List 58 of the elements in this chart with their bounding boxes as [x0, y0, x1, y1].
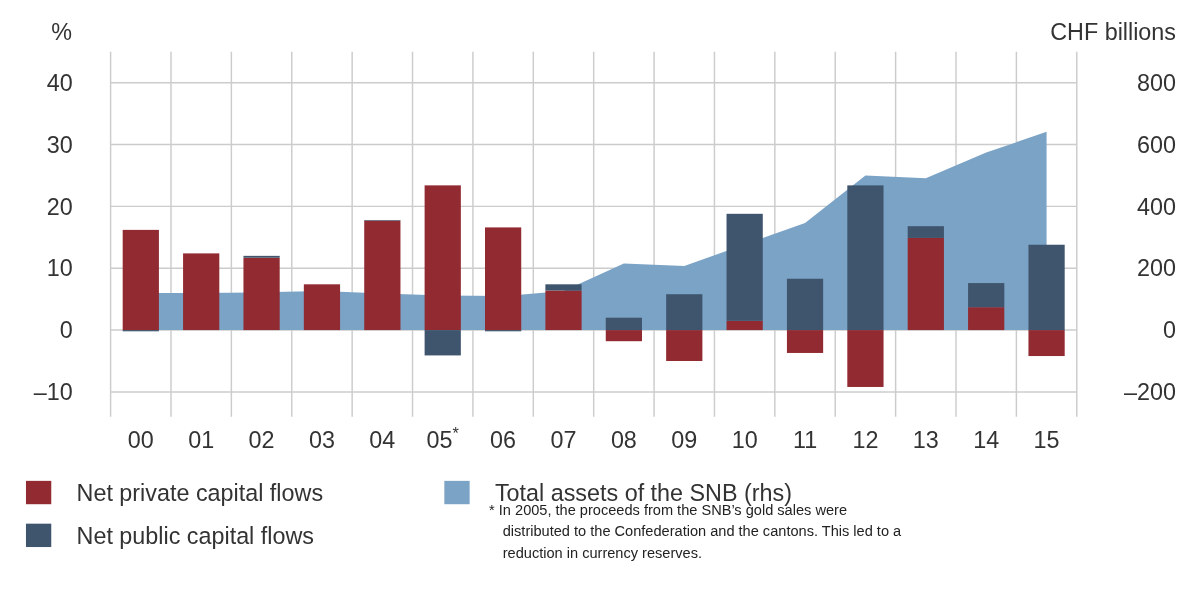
y2-tick-label: –200	[1124, 379, 1177, 406]
x-tick-label: 01	[188, 426, 215, 453]
y2-axis-title: CHF billions	[1050, 19, 1177, 46]
bar	[666, 294, 703, 331]
bar	[183, 253, 220, 331]
bar	[243, 257, 280, 331]
bar	[485, 227, 522, 331]
x-tick-label: 14	[973, 426, 1000, 453]
x-tick-label: 10	[731, 426, 758, 453]
bar	[605, 330, 642, 342]
bar	[968, 283, 1005, 308]
y2-tick-label: 0	[1163, 317, 1177, 344]
bar	[545, 284, 582, 291]
bar	[605, 317, 642, 331]
x-tick-label: 07	[550, 426, 577, 453]
x-tick-label: 13	[912, 426, 939, 453]
bar	[1028, 244, 1065, 331]
bar	[907, 237, 944, 331]
bar	[907, 226, 944, 238]
y-axis-title: %	[51, 19, 73, 46]
x-tick-label: 04	[369, 426, 396, 453]
bar	[303, 284, 341, 331]
bar	[364, 220, 401, 331]
x-tick-label: 03	[308, 426, 335, 453]
x-tick-label: 06	[490, 426, 517, 453]
y2-tick-label: 800	[1137, 69, 1177, 96]
bar	[545, 290, 582, 331]
legend-label: Net public capital flows	[76, 522, 315, 549]
bar	[424, 330, 461, 356]
bar	[786, 278, 824, 331]
bar	[968, 307, 1005, 331]
bar	[726, 320, 763, 331]
x-tick-label: 08	[610, 426, 637, 453]
y2-tick-label: 400	[1137, 193, 1177, 220]
y-tick-label: 10	[46, 255, 73, 282]
x-tick-label: 12	[852, 426, 879, 453]
x-tick-label: 09	[671, 426, 698, 453]
y-tick-label: –10	[33, 379, 73, 406]
y2-tick-label: 600	[1137, 131, 1177, 158]
bar	[786, 330, 824, 353]
x-tick-label: 05$^{*}$	[426, 423, 460, 453]
bar	[847, 330, 884, 387]
y-tick-label: 20	[46, 193, 73, 220]
x-tick-label: 02	[248, 426, 275, 453]
bar	[424, 185, 461, 331]
bar	[666, 330, 703, 361]
bar	[847, 185, 884, 331]
y2-tick-label: 200	[1137, 255, 1177, 282]
y-tick-label: 40	[46, 69, 73, 96]
bar	[122, 229, 159, 331]
y-tick-label: 0	[59, 317, 73, 344]
bar	[1028, 330, 1065, 357]
y-tick-label: 30	[46, 131, 73, 158]
bar	[726, 213, 763, 321]
x-tick-label: 15	[1033, 426, 1060, 453]
legend-label: Net private capital flows	[76, 479, 324, 506]
x-tick-label: 11	[792, 426, 818, 453]
x-tick-label: 00	[127, 426, 154, 453]
